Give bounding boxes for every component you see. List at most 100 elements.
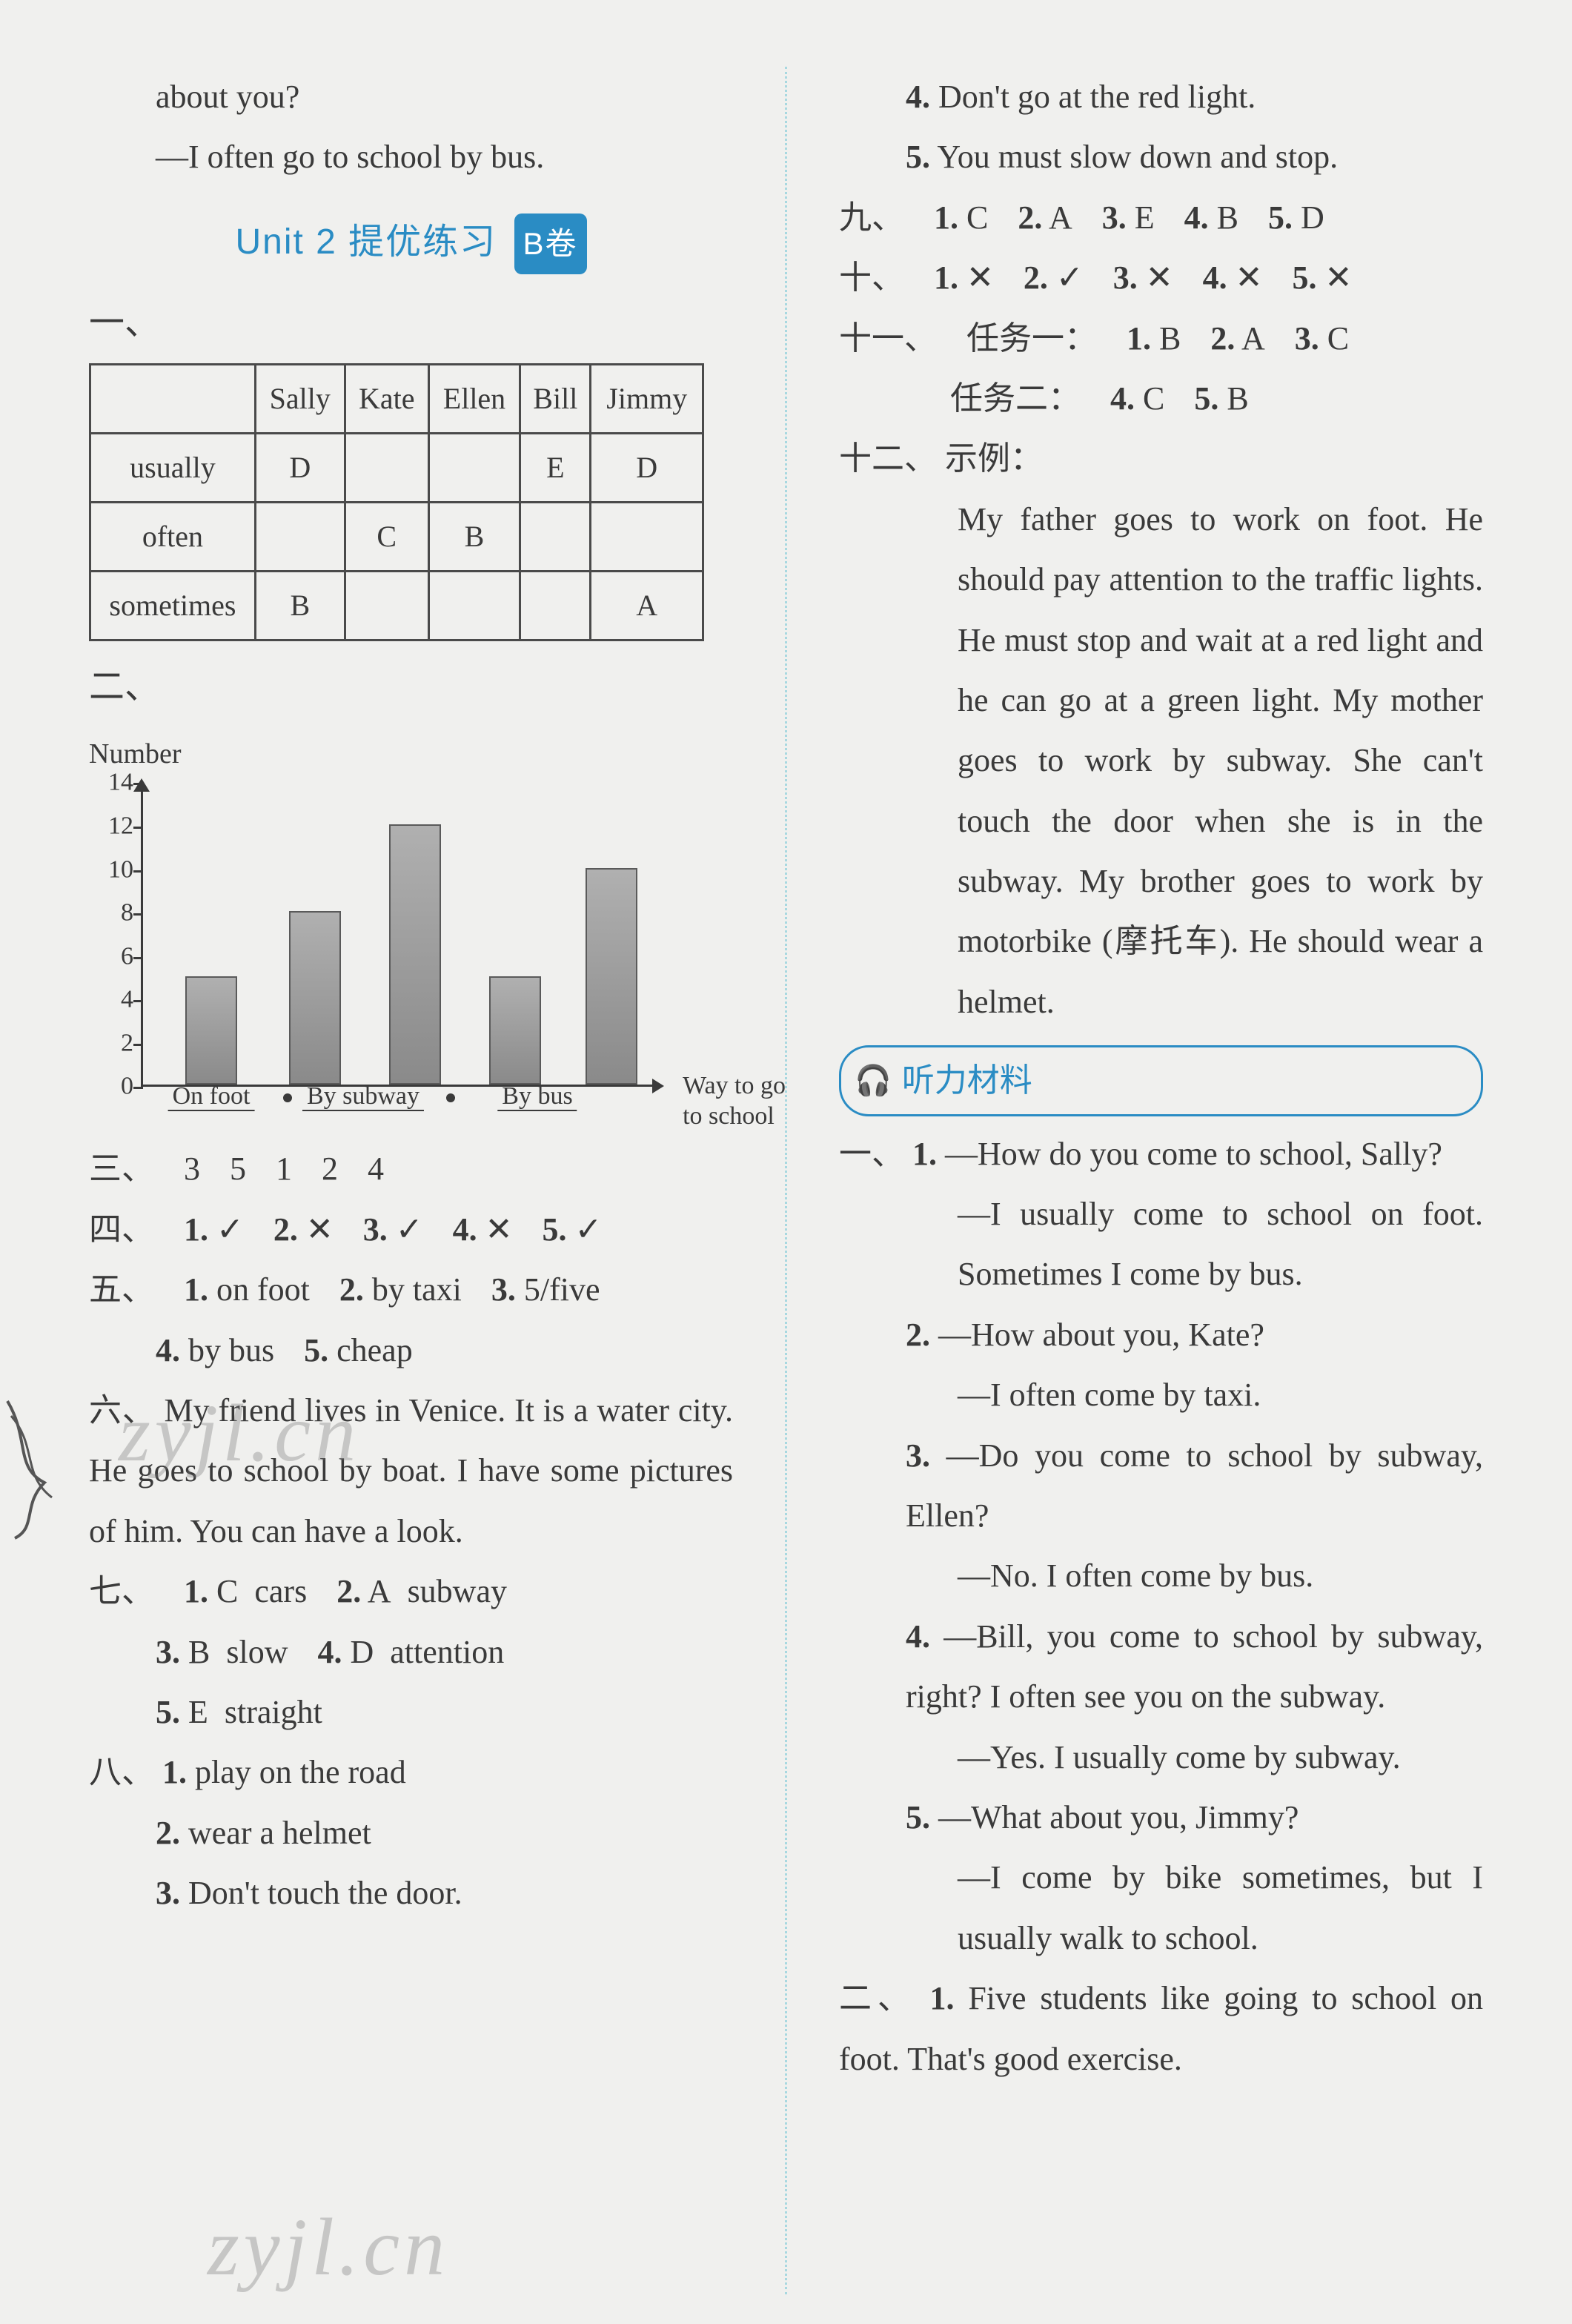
td: D <box>591 434 703 503</box>
section-10-label: 十、 <box>839 248 904 308</box>
seq: 4 <box>368 1139 384 1199</box>
ans: 5. ✕ <box>1293 248 1353 308</box>
ans: 2. ✓ <box>1024 248 1084 308</box>
section-1-label: 一、 <box>89 291 733 357</box>
td <box>520 503 591 572</box>
ans: 2. ✕ <box>273 1199 334 1259</box>
chart-area: Way to go to school 02468101214On footBy… <box>89 783 697 1124</box>
table-row: sometimes B A <box>90 572 703 640</box>
ans: 5. D <box>1268 188 1324 248</box>
task2-label: 任务二： <box>950 368 1081 428</box>
bar <box>586 868 637 1085</box>
ytick-label: 0 <box>104 1064 133 1110</box>
essay-text: My father goes to work on foot. He shoul… <box>839 489 1483 1033</box>
section-8: 八、 1. play on the road 2. wear a helmet … <box>89 1742 733 1923</box>
ytick-mark <box>133 827 143 829</box>
xtick-label: By bus <box>497 1073 577 1120</box>
th: Jimmy <box>591 365 703 434</box>
left-column: about you? —I often go to school by bus.… <box>89 67 755 2294</box>
answer-table: Sally Kate Ellen Bill Jimmy usually D E … <box>89 363 704 641</box>
ans: 2. A <box>1210 308 1264 368</box>
seq: 5 <box>230 1139 246 1199</box>
ans: 4. ✕ <box>453 1199 513 1259</box>
ans: 1. B <box>1127 308 1181 368</box>
l1-4-b: —Yes. I usually come by subway. <box>839 1727 1483 1787</box>
opening-line-2: —I often go to school by bus. <box>89 127 733 187</box>
x-axis-label: Way to go to school <box>683 1071 786 1132</box>
xlabel-line2: to school <box>683 1102 775 1130</box>
ans: 5. ✓ <box>543 1199 603 1259</box>
bar <box>389 824 441 1085</box>
ytick-label: 4 <box>104 977 133 1024</box>
td <box>255 503 345 572</box>
section-10: 十、 1. ✕ 2. ✓ 3. ✕ 4. ✕ 5. ✕ <box>839 248 1483 308</box>
td <box>591 503 703 572</box>
l1-3-a: —Do you come to school by subway, Ellen? <box>906 1437 1483 1534</box>
section-12: 十二、 示例： My father goes to work on foot. … <box>839 428 1483 1032</box>
ytick-label: 14 <box>104 760 133 807</box>
ytick-label: 12 <box>104 804 133 850</box>
section-12-label: 十二、 <box>839 440 937 477</box>
listening-label: 听力材料 <box>902 1050 1032 1110</box>
ans: 5. cheap <box>304 1320 413 1380</box>
l1-label: 一、 <box>839 1136 904 1172</box>
ans: 5. B <box>1194 368 1248 428</box>
headphone-icon: 🎧 <box>855 1053 892 1108</box>
td <box>345 434 428 503</box>
th: Sally <box>255 365 345 434</box>
section-6-label: 六、 <box>89 1392 156 1429</box>
ans: 4. C <box>1110 368 1164 428</box>
ans: 1. C cars <box>184 1561 307 1621</box>
section-5: 五、 1. on foot 2. by taxi 3. 5/five 4. by… <box>89 1259 733 1380</box>
l1-2-a: —How about you, Kate? <box>938 1317 1264 1353</box>
th: Bill <box>520 365 591 434</box>
ans: 4. B <box>1184 188 1238 248</box>
section-3-label: 三、 <box>89 1139 154 1199</box>
ans: 3. ✕ <box>1113 248 1173 308</box>
td: A <box>591 572 703 640</box>
ans: Don't go at the red light. <box>938 79 1256 115</box>
seq: 3 <box>184 1139 200 1199</box>
section-9-label: 九、 <box>839 188 904 248</box>
example-label: 示例： <box>945 440 1043 477</box>
section-11: 十一、 任务一： 1. B 2. A 3. C 任务二： 4. C 5. B <box>839 308 1483 429</box>
page-root: about you? —I often go to school by bus.… <box>0 0 1572 2324</box>
td: often <box>90 503 256 572</box>
xtick-label: On foot <box>168 1073 255 1120</box>
ans: 4. ✕ <box>1203 248 1263 308</box>
bar <box>289 911 341 1085</box>
l1-2-b: —I often come by taxi. <box>839 1365 1483 1425</box>
l1-1-b: —I usually come to school on foot. Somet… <box>839 1184 1483 1305</box>
section-4: 四、 1. ✓ 2. ✕ 3. ✓ 4. ✕ 5. ✓ <box>89 1199 733 1259</box>
seq: 1 <box>276 1139 292 1199</box>
section-6-text: My friend lives in Venice. It is a water… <box>89 1392 733 1549</box>
section-11-label: 十一、 <box>839 308 937 368</box>
section-2-label: 二、 <box>89 655 733 721</box>
section-7: 七、 1. C cars 2. A subway 3. B slow 4. D … <box>89 1561 733 1742</box>
td: D <box>255 434 345 503</box>
ans: 3. 5/five <box>491 1259 600 1320</box>
td: usually <box>90 434 256 503</box>
section-6: 六、 My friend lives in Venice. It is a wa… <box>89 1380 733 1561</box>
td: B <box>428 503 520 572</box>
ans: 4. D attention <box>317 1622 504 1682</box>
listening-badge: 🎧 听力材料 <box>839 1045 1483 1116</box>
opening-line-1: about you? <box>89 67 733 127</box>
bullet-icon <box>276 1073 299 1120</box>
unit-badge: B卷 <box>514 213 587 274</box>
seq: 2 <box>322 1139 338 1199</box>
ans: 2. A <box>1018 188 1072 248</box>
task1-label: 任务一： <box>966 308 1097 368</box>
listening-section-1: 一、 1. —How do you come to school, Sally?… <box>839 1124 1483 1968</box>
section-7-label: 七、 <box>89 1561 154 1621</box>
td <box>428 572 520 640</box>
ytick-mark <box>133 1087 143 1089</box>
section-9: 九、 1. C 2. A 3. E 4. B 5. D <box>839 188 1483 248</box>
ans: 5. E straight <box>156 1682 322 1742</box>
l1-3-b: —No. I often come by bus. <box>839 1546 1483 1606</box>
ans: wear a helmet <box>188 1815 371 1851</box>
ytick-label: 10 <box>104 847 133 893</box>
td: C <box>345 503 428 572</box>
bar <box>489 976 541 1085</box>
table-row: Sally Kate Ellen Bill Jimmy <box>90 365 703 434</box>
